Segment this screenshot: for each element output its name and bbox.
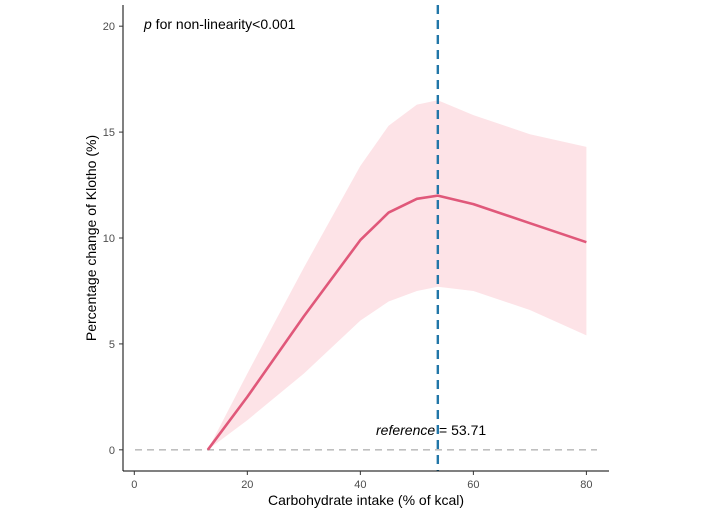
y-tick-label: 15 <box>103 127 115 139</box>
y-tick-label: 5 <box>109 339 115 351</box>
y-tick-label: 10 <box>103 233 115 245</box>
nonlinearity-annotation: p for non-linearity<0.001 <box>143 16 296 32</box>
reference-value-text: = 53.71 <box>435 422 486 438</box>
series-line-estimate <box>206 194 587 451</box>
y-axis-title: Percentage change of Klotho (%) <box>83 135 99 341</box>
x-tick-label: 0 <box>131 479 137 491</box>
y-tick-label: 0 <box>109 445 115 457</box>
confidence-band <box>207 100 587 450</box>
reference-annotation: reference = 53.71 <box>376 422 486 438</box>
y-tick-label: 20 <box>103 21 115 33</box>
reference-word: reference <box>376 422 435 438</box>
x-tick-label: 40 <box>354 479 366 491</box>
x-tick-label: 60 <box>467 479 479 491</box>
x-tick-label: 20 <box>241 479 253 491</box>
x-tick-label: 80 <box>580 479 592 491</box>
x-axis-title: Carbohydrate intake (% of kcal) <box>268 492 464 508</box>
plot-area <box>135 5 597 471</box>
p-symbol: p <box>143 16 152 32</box>
p-annotation-text: for non-linearity<0.001 <box>152 16 296 32</box>
ticks: 0 20 40 60 80 0 5 10 15 20 <box>103 21 593 491</box>
